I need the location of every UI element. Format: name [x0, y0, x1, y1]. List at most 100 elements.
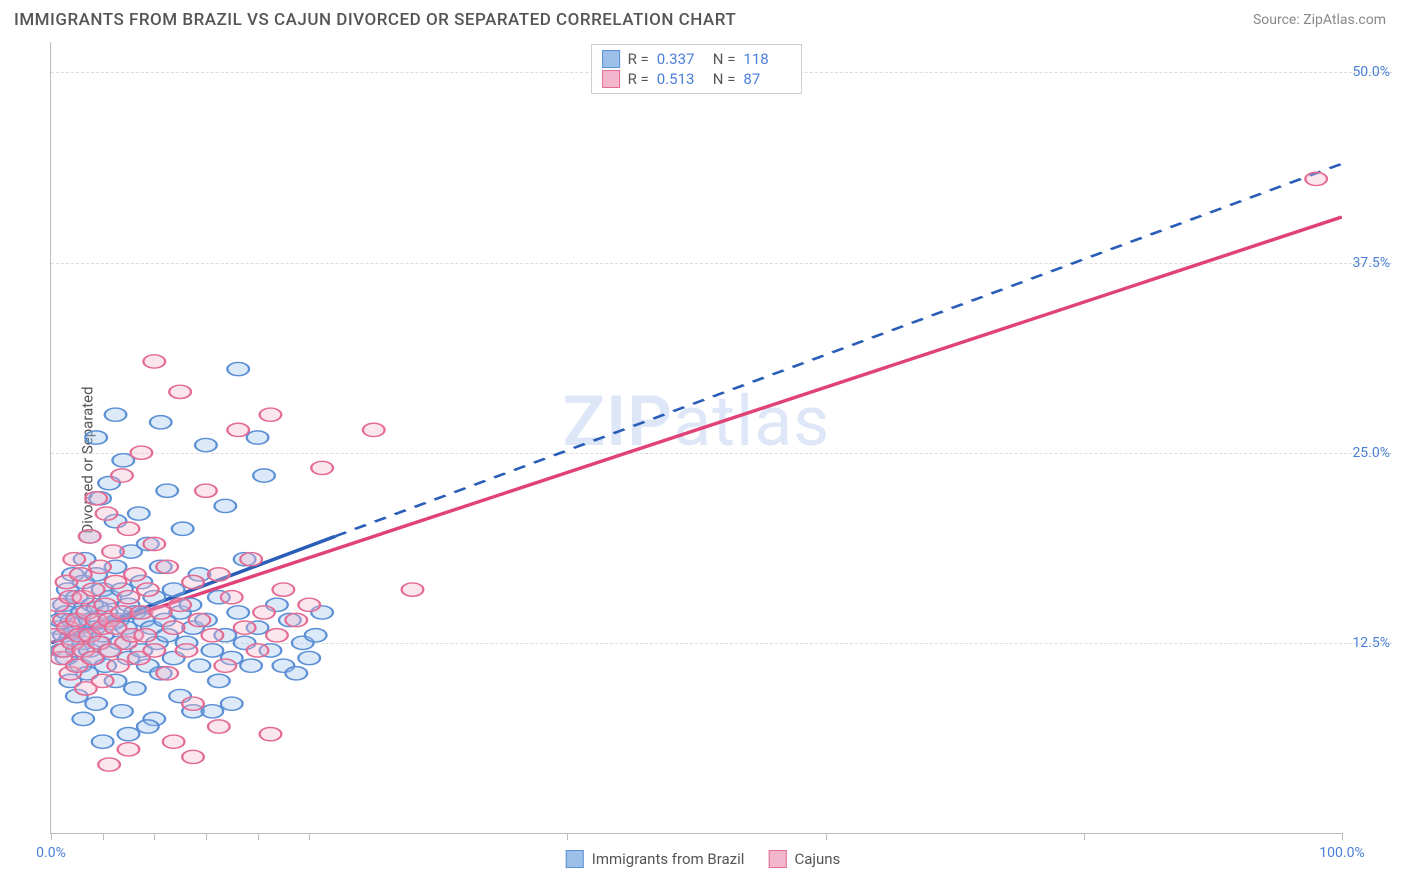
data-point [163, 735, 185, 748]
data-point [240, 659, 262, 672]
data-point [169, 385, 191, 398]
data-point [143, 355, 165, 368]
data-point [63, 553, 85, 566]
data-point [163, 583, 185, 596]
data-point [298, 651, 320, 664]
data-point [182, 750, 204, 763]
data-point [172, 522, 194, 535]
data-point [1305, 172, 1327, 185]
data-point [221, 697, 243, 710]
x-tick [1084, 833, 1085, 840]
x-tick-label: 100.0% [1319, 845, 1364, 861]
x-tick [103, 833, 104, 840]
data-point [85, 697, 107, 710]
data-point [124, 568, 146, 581]
data-point [285, 613, 307, 626]
data-point [131, 446, 153, 459]
data-point [221, 591, 243, 604]
data-point [72, 712, 94, 725]
plot-area: ZIPatlas R = 0.337 N = 118 R = 0.513 N =… [50, 42, 1342, 834]
data-point [247, 644, 269, 657]
data-point [240, 553, 262, 566]
data-point [107, 659, 129, 672]
y-tick-label: 12.5% [1352, 635, 1392, 651]
x-tick [258, 833, 259, 840]
data-point [150, 416, 172, 429]
data-point [137, 583, 159, 596]
data-point [402, 583, 424, 596]
chart-container: Divorced or Separated ZIPatlas R = 0.337… [14, 42, 1392, 878]
data-point [298, 598, 320, 611]
data-point [70, 568, 92, 581]
data-point [182, 575, 204, 588]
data-point [214, 659, 236, 672]
n-value-cajuns: 87 [743, 70, 791, 88]
data-point [85, 431, 107, 444]
legend-item-cajuns: Cajuns [768, 850, 840, 868]
n-label: N = [713, 50, 736, 68]
legend-label-cajuns: Cajuns [794, 850, 840, 868]
swatch-brazil-icon [566, 850, 584, 868]
series-legend: Immigrants from Brazil Cajuns [566, 850, 841, 868]
data-point [260, 408, 282, 421]
data-point [227, 423, 249, 436]
n-value-brazil: 118 [743, 50, 791, 68]
x-tick [309, 833, 310, 840]
regression-line-dashed [335, 164, 1342, 537]
data-point [227, 606, 249, 619]
chart-title: IMMIGRANTS FROM BRAZIL VS CAJUN DIVORCED… [14, 10, 736, 30]
data-point [98, 758, 120, 771]
correlation-legend: R = 0.337 N = 118 R = 0.513 N = 87 [591, 44, 803, 94]
data-point [118, 522, 140, 535]
scatter-svg [51, 42, 1342, 833]
data-point [208, 568, 230, 581]
data-point [189, 659, 211, 672]
data-point [195, 438, 217, 451]
data-point [92, 674, 114, 687]
data-point [247, 431, 269, 444]
data-point [92, 735, 114, 748]
x-tick [1342, 833, 1343, 840]
data-point [143, 537, 165, 550]
data-point [227, 362, 249, 375]
data-point [234, 621, 256, 634]
swatch-cajuns [602, 70, 620, 88]
data-point [202, 629, 224, 642]
data-point [202, 644, 224, 657]
data-point [156, 560, 178, 573]
data-point [85, 492, 107, 505]
data-point [253, 469, 275, 482]
y-tick-label: 50.0% [1352, 64, 1392, 80]
data-point [111, 469, 133, 482]
n-label: N = [713, 70, 736, 88]
data-point [260, 727, 282, 740]
data-point [137, 720, 159, 733]
data-point [118, 591, 140, 604]
data-point [182, 697, 204, 710]
data-point [285, 667, 307, 680]
data-point [305, 629, 327, 642]
data-point [156, 667, 178, 680]
data-point [128, 507, 150, 520]
r-label: R = [628, 50, 649, 68]
data-point [111, 705, 133, 718]
data-point [143, 644, 165, 657]
data-point [89, 560, 111, 573]
data-point [195, 484, 217, 497]
r-value-cajuns: 0.513 [657, 70, 705, 88]
x-tick [206, 833, 207, 840]
x-tick [154, 833, 155, 840]
data-point [363, 423, 385, 436]
swatch-cajuns-icon [768, 850, 786, 868]
r-label: R = [628, 70, 649, 88]
data-point [214, 499, 236, 512]
y-tick-label: 37.5% [1352, 255, 1392, 271]
source-credit: Source: ZipAtlas.com [1253, 12, 1386, 28]
data-point [79, 530, 101, 543]
x-tick [826, 833, 827, 840]
data-point [253, 606, 275, 619]
data-point [118, 727, 140, 740]
legend-row-cajuns: R = 0.513 N = 87 [602, 69, 792, 89]
data-point [105, 408, 127, 421]
y-tick-label: 25.0% [1352, 445, 1392, 461]
